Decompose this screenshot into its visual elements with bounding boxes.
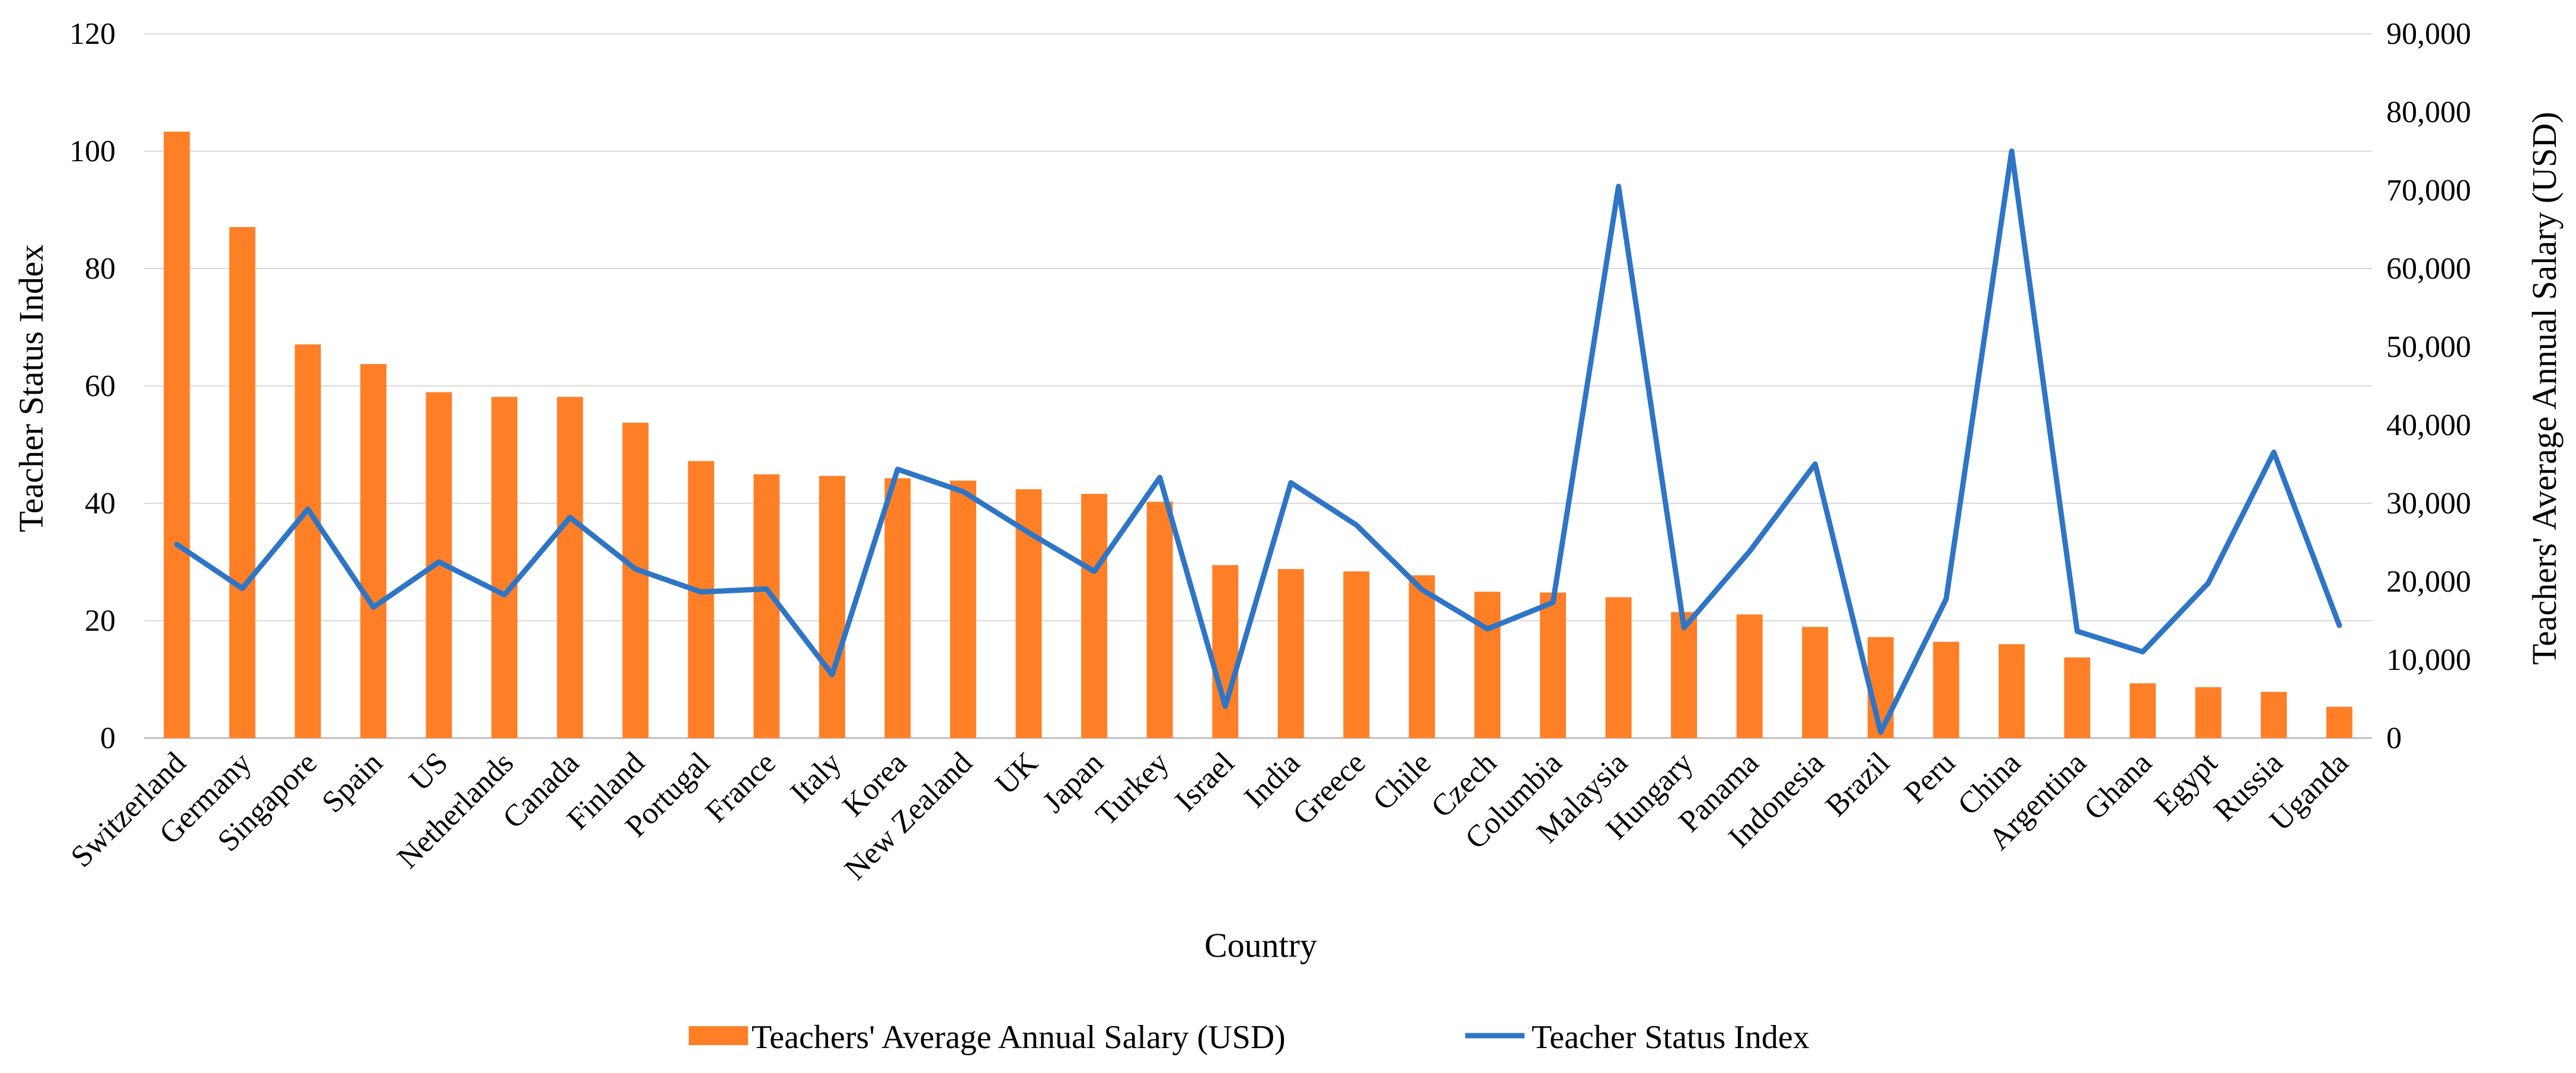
y2-axis-title: Teachers' Average Annual Salary (USD): [2525, 112, 2564, 665]
bar: [753, 474, 780, 738]
bar: [622, 423, 649, 738]
x-tick-label: Chile: [1366, 746, 1437, 817]
x-tick-label: Brazil: [1819, 746, 1896, 823]
bar: [557, 397, 583, 738]
bar: [1408, 575, 1435, 738]
bar: [2326, 707, 2353, 738]
right-axis-ticks: 0 10,000 20,000 30,000 40,000 50,000 60,000 70,…: [2386, 17, 2471, 755]
bar: [491, 397, 518, 738]
x-tick-label: Peru: [1898, 746, 1962, 810]
bar: [2064, 657, 2091, 738]
x-tick-label: US: [403, 746, 455, 797]
y-tick-label: 80: [85, 252, 116, 286]
x-axis-title: Country: [1204, 926, 1317, 965]
bar: [1671, 612, 1698, 738]
y2-tick-label: 80,000: [2386, 95, 2471, 129]
legend-label-salary: Teachers' Average Annual Salary (USD): [752, 1019, 1286, 1056]
legend: Teachers' Average Annual Salary (USD) Te…: [689, 1019, 1810, 1056]
bar: [164, 132, 190, 738]
y-axis-title: Teacher Status Index: [12, 244, 50, 532]
bar: [884, 478, 911, 738]
y-tick-label: 100: [69, 135, 116, 168]
salary-bars: [164, 132, 2353, 738]
bar: [1474, 592, 1501, 738]
bar: [2130, 683, 2156, 738]
y-tick-label: 0: [100, 721, 116, 755]
bar: [295, 344, 321, 738]
bar: [950, 480, 976, 738]
bar: [1081, 494, 1108, 738]
left-axis-ticks: 0 20 40 60 80 100 120: [69, 17, 116, 755]
bar: [1277, 569, 1304, 738]
y2-tick-label: 70,000: [2386, 174, 2471, 207]
bar: [1605, 597, 1632, 738]
y2-tick-label: 40,000: [2386, 408, 2471, 442]
gridlines: [144, 33, 2372, 739]
y2-tick-label: 20,000: [2386, 565, 2471, 599]
bar: [688, 461, 714, 738]
bar: [2261, 692, 2287, 738]
bar: [360, 364, 386, 738]
y2-tick-label: 0: [2386, 721, 2402, 755]
bar: [1998, 644, 2025, 738]
bar: [1212, 565, 1239, 738]
bar: [1540, 592, 1567, 738]
bar: [229, 227, 255, 738]
y2-tick-label: 90,000: [2386, 17, 2471, 51]
x-tick-label: UK: [989, 746, 1045, 801]
bar: [1736, 614, 1763, 738]
x-tick-label: Turkey: [1089, 746, 1175, 832]
y-tick-label: 40: [85, 487, 116, 520]
x-tick-label: Israel: [1169, 746, 1241, 818]
bar: [1933, 641, 1960, 738]
bar: [2195, 687, 2222, 738]
x-tick-label: France: [699, 746, 782, 829]
bar: [1343, 571, 1370, 738]
x-tick-label: Greece: [1286, 746, 1372, 831]
y2-tick-label: 30,000: [2386, 487, 2471, 520]
legend-swatch-salary: [689, 1026, 748, 1045]
legend-label-status: Teacher Status Index: [1532, 1019, 1810, 1056]
bar: [1146, 502, 1173, 738]
y-tick-label: 120: [69, 17, 116, 51]
y2-tick-label: 10,000: [2386, 643, 2471, 677]
y2-tick-label: 50,000: [2386, 330, 2471, 364]
y-tick-label: 20: [85, 604, 116, 638]
y-tick-label: 60: [85, 369, 116, 403]
x-tick-label: Egypt: [2148, 746, 2225, 822]
bar: [1802, 627, 1829, 738]
x-tick-label: Ghana: [2078, 746, 2158, 826]
y2-tick-label: 60,000: [2386, 252, 2471, 286]
x-tick-label: Spain: [315, 746, 389, 819]
bar: [819, 475, 845, 738]
status-index-line: [174, 148, 2342, 735]
